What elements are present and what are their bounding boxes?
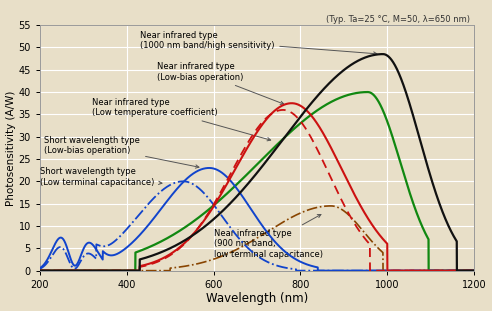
Text: Near infrared type
(1000 nm band/high sensitivity): Near infrared type (1000 nm band/high se…	[140, 31, 377, 55]
Text: Short wavelength type
(Low terminal capacitance): Short wavelength type (Low terminal capa…	[40, 167, 162, 187]
Text: Short wavelength type
(Low-bias operation): Short wavelength type (Low-bias operatio…	[44, 136, 199, 168]
X-axis label: Wavelength (nm): Wavelength (nm)	[206, 292, 308, 305]
Text: Near infrared type
(Low-bias operation): Near infrared type (Low-bias operation)	[157, 62, 284, 104]
Text: (Typ. Ta=25 °C, M=50, λ=650 nm): (Typ. Ta=25 °C, M=50, λ=650 nm)	[326, 15, 470, 24]
Text: Near infrared type
(900 nm band,
low terminal capacitance): Near infrared type (900 nm band, low ter…	[214, 215, 323, 259]
Y-axis label: Photosensitivity (A/W): Photosensitivity (A/W)	[5, 90, 16, 206]
Text: Near infrared type
(Low temperature coefficient): Near infrared type (Low temperature coef…	[92, 98, 271, 141]
